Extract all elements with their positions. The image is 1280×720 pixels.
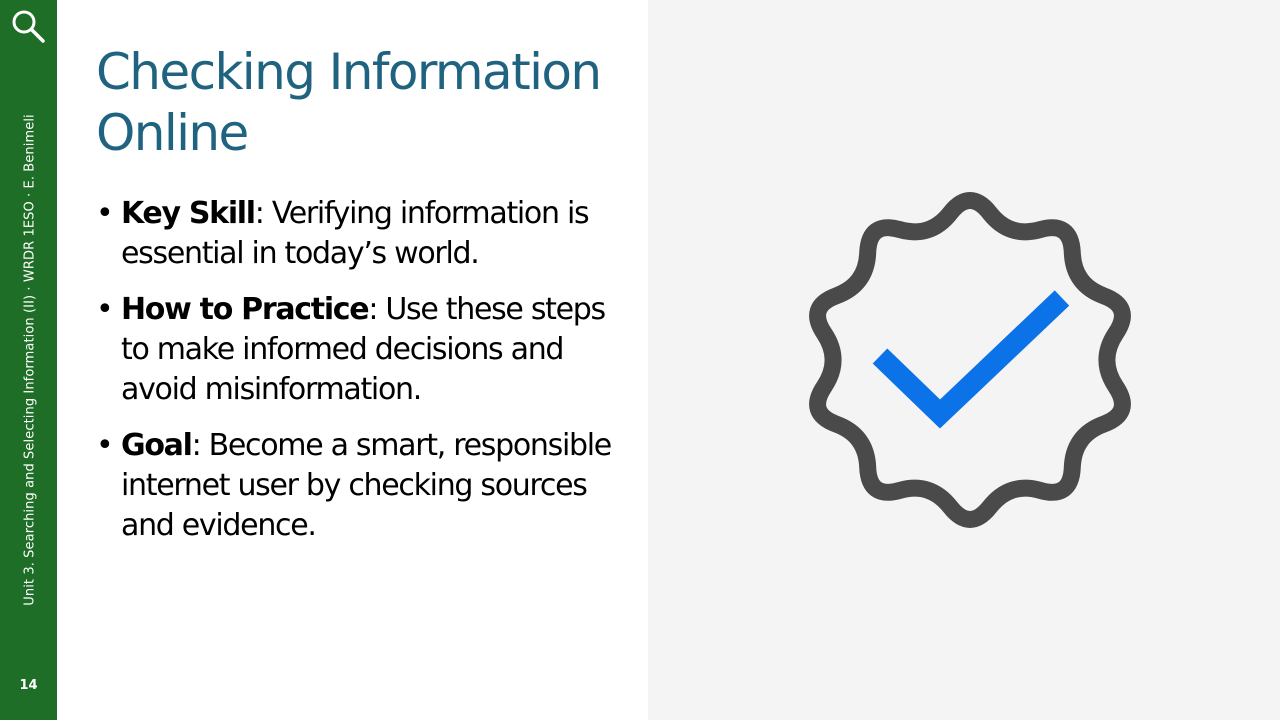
bullet-term: Key Skill — [121, 196, 256, 231]
badge-outline — [809, 192, 1131, 528]
bullet-dot-icon: • — [96, 196, 114, 231]
verified-badge-icon — [809, 192, 1131, 528]
checkmark-icon — [872, 290, 1070, 429]
bullet-key-skill: • Key Skill: Verifying information is ess… — [96, 194, 636, 274]
bullet-term: How to Practice — [121, 292, 370, 327]
slide-title-line2: Online — [96, 104, 249, 162]
slide-number: 14 — [19, 678, 38, 693]
bullet-text: : Become a smart, responsible internet u… — [121, 428, 612, 543]
bullet-dot-icon: • — [96, 428, 114, 463]
search-icon[interactable] — [10, 8, 46, 44]
bullet-how-to-practice: • How to Practice: Use these steps to mak… — [96, 290, 636, 410]
bullet-text: : Use these steps to make informed decis… — [121, 292, 606, 407]
bullet-list: • Key Skill: Verifying information is ess… — [96, 194, 636, 562]
bullet-term: Goal — [121, 428, 193, 463]
illustration-panel — [648, 0, 1280, 720]
slide-title: Checking Information Online — [96, 42, 636, 164]
sidebar-course-label: Unit 3. Searching and Selecting Informat… — [22, 114, 38, 606]
slide-title-line1: Checking Information — [96, 43, 602, 101]
bullet-dot-icon: • — [96, 292, 114, 327]
sidebar: Unit 3. Searching and Selecting Informat… — [0, 0, 57, 720]
bullet-goal: • Goal: Become a smart, responsible inter… — [96, 426, 636, 546]
bullet-text: : Verifying information is essential in … — [121, 196, 590, 271]
